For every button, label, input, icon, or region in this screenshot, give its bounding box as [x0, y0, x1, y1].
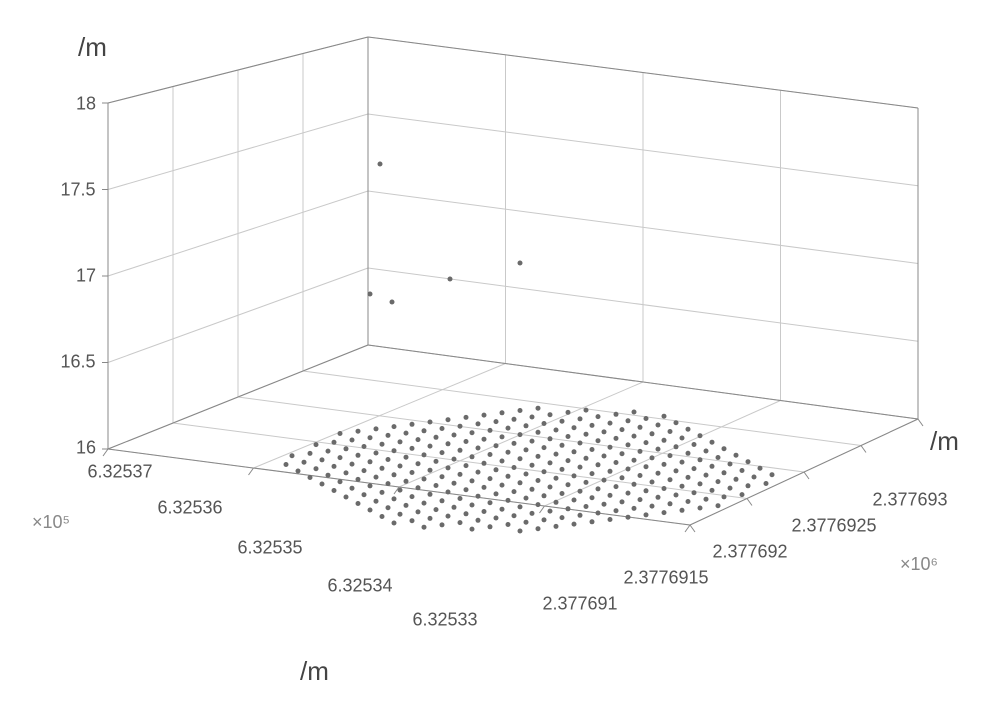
grid-lines: [108, 37, 918, 525]
y-tick-0: 6.32533: [412, 610, 477, 631]
outlier-points: [368, 162, 523, 305]
x-tick-2: 2.377692: [712, 542, 787, 563]
z-tick-3: 17.5: [60, 180, 95, 201]
x-axis-multiplier: ×10⁶: [900, 554, 938, 575]
y-axis-multiplier: ×10⁵: [32, 512, 70, 533]
y-tick-3: 6.32536: [157, 498, 222, 519]
plot-svg: [0, 0, 1000, 707]
scatter3d-plot: { "chart": { "type": "scatter3d", "backg…: [0, 0, 1000, 707]
z-tick-2: 17: [76, 266, 96, 287]
y-tick-2: 6.32535: [237, 538, 302, 559]
z-tick-0: 16: [76, 438, 96, 459]
x-tick-4: 2.377693: [872, 490, 947, 511]
y-tick-4: 6.32537: [87, 462, 152, 483]
z-tick-1: 16.5: [60, 352, 95, 373]
z-axis-title: /m: [78, 32, 107, 63]
x-tick-3: 2.3776925: [791, 516, 876, 537]
x-tick-0: 2.377691: [542, 594, 617, 615]
x-axis-bottom-title: /m: [300, 656, 329, 687]
x-tick-1: 2.3776915: [623, 568, 708, 589]
z-tick-4: 18: [76, 94, 96, 115]
x-axis-right-title: /m: [930, 426, 959, 457]
y-tick-1: 6.32534: [327, 576, 392, 597]
